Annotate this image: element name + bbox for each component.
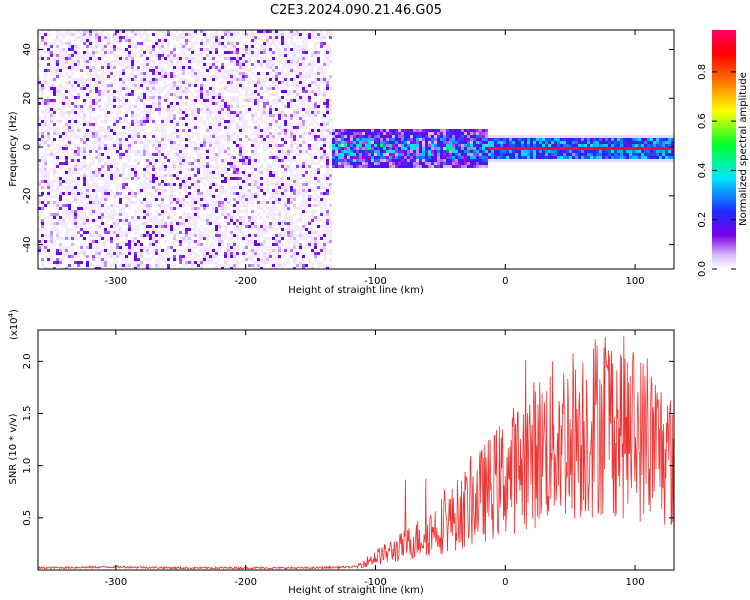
spectrogram-x-ticks: -300 -200 -100 0 100	[105, 30, 645, 287]
colorbar-ticks: 0.0 0.2 0.4 0.6 0.8	[697, 64, 736, 277]
y-tick-label: 40	[22, 43, 33, 56]
chart-title: C2E3.2024.090.21.46.G05	[270, 3, 442, 18]
x-tick-label: 100	[626, 577, 645, 588]
spectrogram-y-ticks: -40 -20 0 20 40	[22, 43, 674, 253]
x-tick-label: 0	[502, 577, 508, 588]
colorbar-gradient	[712, 30, 736, 269]
spectrogram-frame	[37, 29, 675, 270]
snr-y-ticks: 0.5 1.0 1.5 2.0	[22, 353, 674, 526]
spectrogram-x-axis-label: Height of straight line (km)	[288, 285, 424, 296]
colorbar-label: Normalized spectral amplitude	[738, 72, 749, 226]
colorbar-tick-label: 0.6	[697, 113, 708, 129]
colorbar: 0.0 0.2 0.4 0.6 0.8 Normalized spectral ampl…	[697, 30, 749, 277]
y-tick-label: 2.0	[22, 353, 33, 369]
y-tick-label: -40	[22, 236, 33, 252]
snr-panel: -300 -200 -100 0 100 0.5 1.0 1.5 2.0 Height of …	[7, 309, 675, 596]
spectrogram-y-axis-label: Frequency (Hz)	[8, 111, 19, 187]
x-tick-label: -100	[364, 276, 387, 287]
colorbar-tick-label: 0.8	[697, 64, 708, 80]
y-tick-label: -20	[22, 188, 33, 204]
snr-y-axis-label: SNR (10 * v/v)	[8, 413, 19, 484]
y-tick-label: 1.5	[22, 406, 33, 422]
colorbar-tick-label: 0.4	[697, 162, 708, 178]
snr-series-line	[38, 335, 674, 570]
x-tick-label: -300	[105, 276, 128, 287]
colorbar-tick-label: 0.0	[697, 261, 708, 277]
colorbar-tick-label: 0.2	[697, 212, 708, 228]
snr-y-multiplier: (x104)	[7, 309, 20, 340]
x-tick-label: -200	[234, 577, 257, 588]
y-tick-label: 20	[22, 92, 33, 105]
x-tick-label: 0	[502, 276, 508, 287]
x-tick-label: -100	[364, 577, 387, 588]
y-tick-label: 0.5	[22, 510, 33, 526]
snr-frame	[37, 329, 675, 571]
spectrogram-heatmap	[38, 30, 674, 269]
x-tick-label: -300	[105, 577, 128, 588]
snr-x-ticks: -300 -200 -100 0 100	[105, 330, 645, 588]
y-tick-label: 0	[22, 144, 33, 150]
x-tick-label: -200	[234, 276, 257, 287]
snr-x-axis-label: Height of straight line (km)	[288, 585, 424, 596]
x-tick-label: 100	[626, 276, 645, 287]
y-tick-label: 1.0	[22, 458, 33, 474]
